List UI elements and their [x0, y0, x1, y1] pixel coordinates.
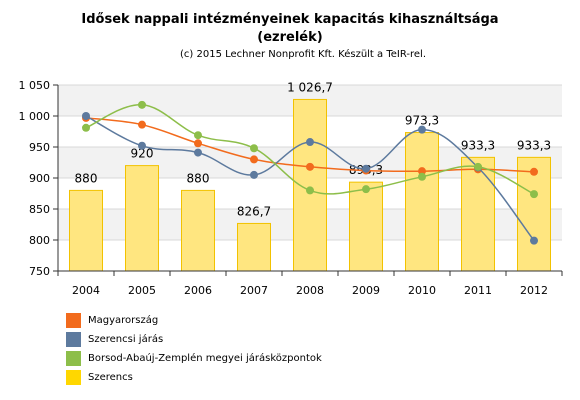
x-tick-label: 2005	[128, 284, 156, 297]
legend-label: Szerencsi járás	[88, 334, 164, 345]
point-2007	[250, 170, 258, 179]
bar-label-2006: 880	[187, 171, 210, 185]
x-tick-label: 2004	[72, 284, 100, 297]
line-series-2	[82, 100, 538, 199]
bar-label-2011: 933,3	[461, 138, 495, 152]
bar-2009	[349, 181, 383, 272]
point-2004	[82, 112, 90, 120]
point-2008	[306, 162, 314, 171]
x-tick-label: 2008	[296, 284, 324, 297]
point-2010	[418, 172, 426, 181]
point-2008	[306, 138, 314, 147]
legend-label: Borsod-Abaúj-Zemplén megyei járásközpont…	[88, 353, 322, 364]
legend-swatch	[66, 313, 81, 328]
bar-label-2007: 826,7	[237, 204, 271, 218]
x-axis-ticks: 2004 2005 2006 2007 2008 2009 2010 2011 2012	[57, 271, 563, 297]
bar-label-2012: 933,3	[517, 138, 551, 152]
point-2006	[194, 139, 202, 148]
point-2010	[418, 125, 426, 134]
bar-2004	[69, 189, 103, 272]
y-tick-label: 800	[29, 234, 50, 247]
y-tick-label: 950	[29, 141, 50, 154]
bar-2008	[293, 98, 327, 272]
bar-2007	[237, 222, 271, 272]
y-tick-label: 1 050	[19, 79, 51, 92]
x-tick-label: 2011	[464, 284, 492, 297]
point-2005	[138, 120, 146, 129]
x-tick-label: 2012	[520, 284, 548, 297]
legend-swatch	[66, 370, 81, 385]
y-tick-label: 1 000	[19, 110, 51, 123]
legend-swatch	[66, 332, 81, 347]
bar-label-2010: 973,3	[405, 114, 439, 128]
point-2010	[418, 167, 426, 176]
bar-2005	[125, 165, 159, 272]
point-2009	[362, 164, 370, 173]
bar-2011	[461, 156, 495, 272]
point-2012	[530, 167, 538, 176]
point-2006	[194, 148, 202, 157]
bar-label-2008: 1 026,7	[287, 80, 333, 94]
bar-label-2005: 920	[131, 147, 154, 161]
point-2007	[250, 155, 258, 164]
bar-2006	[181, 189, 215, 272]
point-2007	[250, 144, 258, 153]
point-2005	[138, 100, 146, 109]
chart-subtitle-unit: (ezrelék)	[257, 30, 323, 45]
x-tick-label: 2006	[184, 284, 212, 297]
chart-title: Idősek nappali intézményeinek kapacitás …	[81, 12, 499, 27]
point-2008	[306, 186, 314, 195]
bar-2012	[517, 156, 551, 272]
x-tick-label: 2009	[352, 284, 380, 297]
legend-swatch	[66, 351, 81, 366]
x-tick-label: 2007	[240, 284, 268, 297]
point-2012	[530, 190, 538, 199]
bar-series-szerencs	[69, 98, 551, 272]
credit-text: (c) 2015 Lechner Nonprofit Kft. Készült …	[180, 49, 427, 60]
y-axis-ticks: 750 800 850 900 950 1 000 1 050	[19, 79, 58, 278]
bar-2010	[405, 132, 439, 272]
y-tick-label: 850	[29, 203, 50, 216]
point-2004	[82, 123, 90, 132]
x-tick-label: 2010	[408, 284, 436, 297]
y-tick-label: 750	[29, 265, 50, 278]
point-2012	[530, 236, 538, 245]
point-2005	[138, 141, 146, 150]
y-tick-label: 900	[29, 172, 50, 185]
legend-label: Magyarország	[88, 315, 159, 326]
point-2009	[362, 185, 370, 194]
point-2006	[194, 131, 202, 140]
bar-label-2004: 880	[75, 171, 98, 185]
point-2011	[474, 162, 482, 171]
line-series	[82, 100, 538, 245]
legend-label: Szerencs	[88, 372, 133, 383]
